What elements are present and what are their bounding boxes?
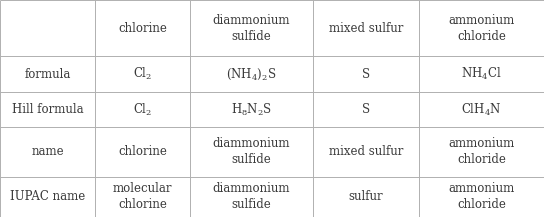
Text: $\mathregular{(NH_4)_2S}$: $\mathregular{(NH_4)_2S}$ [226, 67, 277, 82]
Text: name: name [32, 145, 64, 158]
Text: $\mathregular{Cl_2}$: $\mathregular{Cl_2}$ [133, 66, 152, 82]
Text: IUPAC name: IUPAC name [10, 191, 85, 203]
Text: ammonium
chloride: ammonium chloride [448, 14, 515, 43]
Text: $\mathregular{ClH_4N}$: $\mathregular{ClH_4N}$ [461, 102, 502, 118]
Text: mixed sulfur: mixed sulfur [329, 22, 403, 35]
Text: diammonium
sulfide: diammonium sulfide [213, 137, 290, 166]
Text: diammonium
sulfide: diammonium sulfide [213, 14, 290, 43]
Text: $\mathregular{H_8N_2S}$: $\mathregular{H_8N_2S}$ [231, 102, 272, 118]
Text: ammonium
chloride: ammonium chloride [448, 182, 515, 211]
Text: chlorine: chlorine [119, 145, 167, 158]
Text: $\mathregular{Cl_2}$: $\mathregular{Cl_2}$ [133, 102, 152, 118]
Text: chlorine: chlorine [119, 22, 167, 35]
Text: molecular
chlorine: molecular chlorine [113, 182, 172, 211]
Text: sulfur: sulfur [349, 191, 383, 203]
Text: ammonium
chloride: ammonium chloride [448, 137, 515, 166]
Text: S: S [362, 103, 370, 116]
Text: S: S [362, 68, 370, 81]
Text: diammonium
sulfide: diammonium sulfide [213, 182, 290, 211]
Text: mixed sulfur: mixed sulfur [329, 145, 403, 158]
Text: formula: formula [24, 68, 71, 81]
Text: $\mathregular{NH_4Cl}$: $\mathregular{NH_4Cl}$ [461, 66, 502, 82]
Text: Hill formula: Hill formula [12, 103, 83, 116]
